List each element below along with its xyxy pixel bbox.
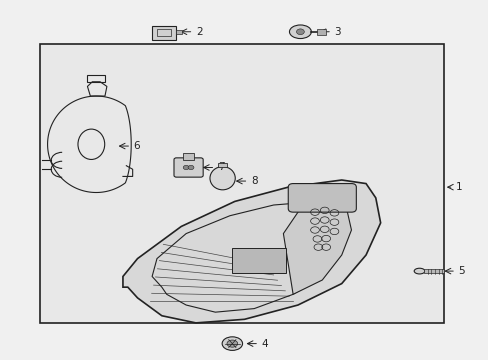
Bar bbox=[157, 29, 171, 36]
Bar bbox=[217, 163, 227, 167]
Bar bbox=[152, 26, 176, 40]
Polygon shape bbox=[122, 180, 380, 323]
Text: 2: 2 bbox=[196, 27, 202, 37]
Text: 7: 7 bbox=[217, 162, 224, 172]
Text: 3: 3 bbox=[334, 27, 340, 37]
Circle shape bbox=[188, 165, 194, 170]
Ellipse shape bbox=[222, 337, 242, 350]
Bar bbox=[40, 44, 443, 323]
FancyBboxPatch shape bbox=[287, 184, 356, 212]
Bar bbox=[424, 269, 443, 273]
Bar bbox=[87, 75, 105, 82]
Text: 4: 4 bbox=[261, 339, 267, 348]
Ellipse shape bbox=[209, 167, 235, 190]
Text: 5: 5 bbox=[458, 266, 464, 276]
Bar bbox=[317, 29, 325, 35]
Ellipse shape bbox=[226, 340, 237, 347]
Ellipse shape bbox=[289, 25, 311, 39]
Bar bbox=[176, 30, 182, 34]
FancyBboxPatch shape bbox=[174, 158, 203, 177]
Text: 1: 1 bbox=[455, 182, 462, 192]
Bar bbox=[232, 248, 285, 273]
Circle shape bbox=[183, 165, 189, 170]
Ellipse shape bbox=[413, 268, 424, 274]
Polygon shape bbox=[283, 202, 351, 294]
Text: 6: 6 bbox=[133, 141, 140, 151]
Bar bbox=[183, 153, 194, 159]
Text: 8: 8 bbox=[250, 176, 257, 186]
Circle shape bbox=[296, 29, 304, 35]
